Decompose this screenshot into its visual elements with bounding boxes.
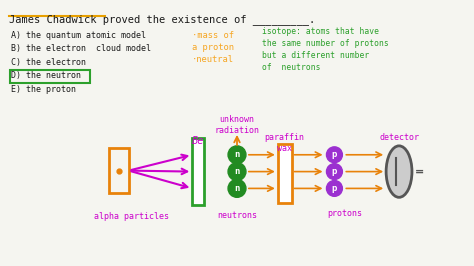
Circle shape	[327, 147, 342, 163]
Text: D) the neutron: D) the neutron	[11, 71, 82, 80]
Bar	[278, 144, 292, 203]
Text: Be: Be	[192, 136, 204, 146]
Bar	[109, 148, 128, 193]
Text: =: =	[415, 167, 424, 177]
Circle shape	[327, 164, 342, 180]
Text: alpha particles: alpha particles	[94, 212, 169, 221]
Text: p: p	[332, 150, 337, 159]
Text: E) the proton: E) the proton	[11, 85, 76, 94]
Text: n: n	[234, 150, 240, 159]
Text: A) the quantum atomic model: A) the quantum atomic model	[11, 31, 146, 40]
Text: C) the electron: C) the electron	[11, 58, 86, 67]
Text: B) the electron  cloud model: B) the electron cloud model	[11, 44, 151, 53]
Text: neutrons: neutrons	[217, 211, 257, 220]
Bar	[192, 138, 204, 205]
Circle shape	[228, 180, 246, 197]
Circle shape	[228, 163, 246, 181]
Ellipse shape	[386, 146, 412, 197]
Text: paraffin
wax: paraffin wax	[264, 133, 305, 153]
Text: n: n	[234, 167, 240, 176]
Text: ·mass of
a proton
·neutral: ·mass of a proton ·neutral	[192, 31, 234, 64]
Text: p: p	[332, 184, 337, 193]
Circle shape	[327, 181, 342, 196]
Text: James Chadwick proved the existence of _________.: James Chadwick proved the existence of _…	[9, 14, 316, 25]
Text: isotope: atoms that have
the same number of protons
but a different number
of  n: isotope: atoms that have the same number…	[262, 27, 389, 72]
Circle shape	[228, 146, 246, 164]
Text: p: p	[332, 167, 337, 176]
Text: detector: detector	[379, 133, 419, 142]
Text: unknown
radiation: unknown radiation	[215, 115, 259, 135]
Text: protons: protons	[327, 209, 362, 218]
Text: n: n	[234, 184, 240, 193]
